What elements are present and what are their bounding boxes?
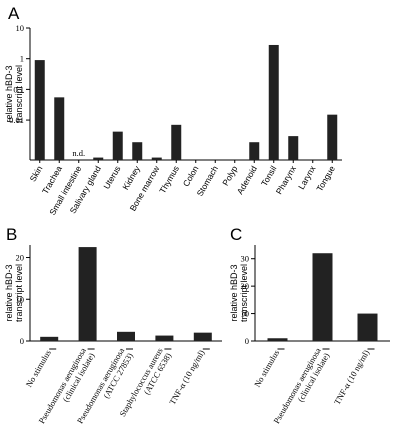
bar-a [288,136,299,160]
y-tick-label: 20 [241,281,250,291]
category-label-line: No stimulus [24,348,53,389]
y-tick-label: 0 [20,336,24,346]
bar-a [171,124,182,160]
y-tick-label-a: 0.1 [13,84,24,94]
y-tick-label: 10 [241,309,250,319]
bar [40,336,59,341]
panel-letter-b: B [6,225,17,244]
bar-a [327,114,338,160]
category-label: TNF-α (10 ng/ml) [167,348,207,406]
y-tick-label: 10 [16,294,25,304]
category-label-a: Colon [181,164,201,188]
bar-a [54,97,65,160]
category-label: No stimulus [24,348,53,389]
y-tick-label: 20 [16,253,25,263]
y-tick-label-a: 1 [20,54,24,64]
category-label-a: Pharynx [274,163,299,196]
bar-a [112,131,123,160]
chart-a: 0.01 0.1 1 10 relative hBD-3transcript level… [4,23,342,217]
y-axis-label-line: transcript level [239,264,249,322]
y-axis-label: relative hBD-3transcript level [4,264,24,322]
bar [357,313,378,341]
category-label-line: No stimulus [252,348,281,389]
y-axis-label-line: transcript level [14,264,24,322]
category-label-a: Tonsil [259,164,279,188]
category-label-a: Tongue [314,164,337,193]
category-label: No stimulus [252,348,281,389]
bar [117,331,135,341]
bar [193,332,212,341]
y-axis-label-line: relative hBD-3 [229,264,239,321]
y-tick-label-a: 10 [16,23,25,33]
y-axis-label: relative hBD-3transcript level [229,264,249,322]
y-tick-label-a: 0.01 [9,115,24,125]
category-label: Pseudomonas aeruginosa(clinical isolate) [271,346,331,430]
panel-letter-c: C [230,225,242,244]
y-axis-label-line: relative hBD-3 [4,65,14,122]
y-axis-label-line: transcript level [14,65,24,123]
bar [155,335,174,341]
bar-a [249,142,260,160]
bar [267,338,288,341]
category-label-a: Skin [28,164,45,184]
bar-a [151,157,162,160]
y-tick-label: 0 [245,336,249,346]
category-label: TNF-α (10 ng/ml) [332,348,372,406]
y-axis-label-a: relative hBD-3transcript level [4,65,24,123]
bar-a [93,157,104,160]
y-tick-label: 30 [241,254,250,264]
bar [78,247,97,341]
bar-a [34,60,45,160]
category-label-line: TNF-α (10 ng/ml) [332,348,372,406]
bar-a [268,44,279,160]
category-label-line: Pseudomonas aeruginosa [271,346,323,425]
category-label-a: Polyp [220,164,239,188]
y-axis-label-line: relative hBD-3 [4,264,14,321]
panel-letter-a: A [8,4,20,23]
category-label-line: TNF-α (10 ng/ml) [167,348,207,406]
bar [312,253,333,341]
bar-a [132,142,143,160]
annotation-nd: n.d. [72,148,85,158]
